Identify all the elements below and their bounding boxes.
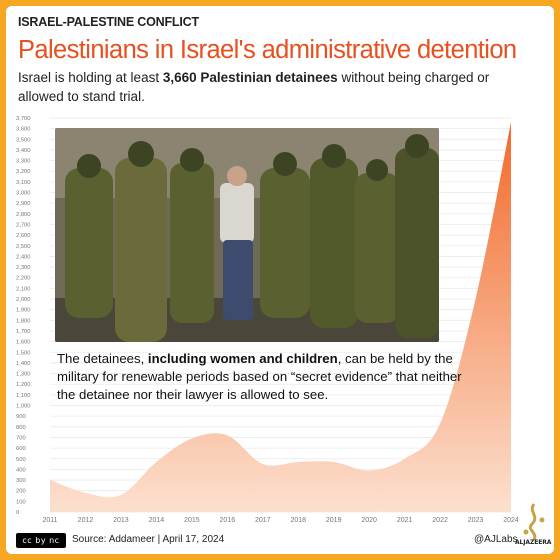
x-tick-label: 2012 xyxy=(78,517,94,524)
aljazeera-logo-icon xyxy=(523,503,545,541)
x-tick-label: 2020 xyxy=(361,517,377,524)
annotation-part-1: The detainees, xyxy=(57,351,148,366)
y-tick-label: 800 xyxy=(16,425,26,431)
y-tick-label: 2,800 xyxy=(16,212,31,218)
photo-illustration xyxy=(55,128,439,342)
y-tick-label: 1,200 xyxy=(16,382,31,388)
source-label: Source: xyxy=(72,534,107,545)
y-tick-label: 300 xyxy=(16,478,26,484)
x-tick-label: 2011 xyxy=(42,517,57,524)
annotation-text: The detainees, including women and child… xyxy=(57,350,477,404)
soldiers-photo xyxy=(55,128,439,342)
y-tick-label: 2,500 xyxy=(16,244,31,250)
y-tick-label: 3,000 xyxy=(16,191,31,197)
source-name: Addameer xyxy=(108,534,155,545)
y-tick-label: 2,600 xyxy=(16,233,31,239)
source-credit: Source: Addameer | April 17, 2024 xyxy=(72,534,225,545)
y-tick-label: 1,700 xyxy=(16,329,31,335)
y-tick-label: 3,200 xyxy=(16,169,31,175)
subtitle-text: Israel is holding at least xyxy=(18,70,163,85)
x-tick-label: 2013 xyxy=(113,517,129,524)
infographic-card: 0 100 200 300 400 500 600 700 800 900 1,000 1,100 1,… xyxy=(6,6,554,554)
annotation-part-2: , can be held by the military for renewa… xyxy=(57,351,462,402)
creative-commons-badge: cc by nc xyxy=(16,533,66,548)
page-title: Palestinians in Israel's administrative … xyxy=(18,36,517,64)
y-tick-label: 2,700 xyxy=(16,222,31,228)
area-series xyxy=(50,122,511,512)
y-tick-label: 0 xyxy=(16,510,19,516)
y-tick-label: 2,300 xyxy=(16,265,31,271)
x-tick-label: 2015 xyxy=(184,517,200,524)
y-tick-label: 1,100 xyxy=(16,393,31,399)
annotation-highlight: including women and children xyxy=(147,351,338,366)
y-tick-label: 500 xyxy=(16,457,26,463)
y-tick-label: 2,200 xyxy=(16,276,31,282)
x-tick-label: 2019 xyxy=(326,517,342,524)
y-tick-label: 3,500 xyxy=(16,137,31,143)
y-tick-label: 3,700 xyxy=(16,116,31,122)
y-tick-label: 1,300 xyxy=(16,372,31,378)
kicker-label: ISRAEL-PALESTINE CONFLICT xyxy=(18,15,199,29)
y-tick-label: 900 xyxy=(16,414,26,420)
publish-date: April 17, 2024 xyxy=(162,534,225,545)
x-tick-label: 2017 xyxy=(255,517,271,524)
y-tick-label: 2,000 xyxy=(16,297,31,303)
x-tick-label: 2024 xyxy=(503,517,519,524)
y-tick-label: 1,500 xyxy=(16,350,31,356)
y-tick-label: 1,600 xyxy=(16,340,31,346)
x-tick-label: 2018 xyxy=(290,517,306,524)
x-tick-label: 2016 xyxy=(220,517,236,524)
y-tick-label: 3,400 xyxy=(16,148,31,154)
social-handle: @AJLabs xyxy=(474,534,518,545)
y-tick-label: 2,400 xyxy=(16,254,31,260)
x-tick-label: 2022 xyxy=(432,517,448,524)
x-tick-label: 2023 xyxy=(468,517,484,524)
y-tick-label: 2,100 xyxy=(16,286,31,292)
subtitle-highlight: 3,660 Palestinian detainees xyxy=(162,70,338,85)
x-tick-label: 2014 xyxy=(149,517,165,524)
y-tick-label: 1,900 xyxy=(16,308,31,314)
y-tick-label: 1,400 xyxy=(16,361,31,367)
y-tick-label: 600 xyxy=(16,446,26,452)
subtitle: Israel is holding at least 3,660 Palesti… xyxy=(18,68,518,106)
aljazeera-wordmark: ALJAZEERA xyxy=(515,539,552,546)
y-tick-label: 3,600 xyxy=(16,127,31,133)
y-tick-label: 400 xyxy=(16,467,26,473)
y-tick-label: 200 xyxy=(16,489,26,495)
y-tick-label: 2,900 xyxy=(16,201,31,207)
y-tick-label: 3,300 xyxy=(16,159,31,165)
y-tick-label: 3,100 xyxy=(16,180,31,186)
y-tick-label: 100 xyxy=(16,499,26,505)
subtitle-text-end: without being charged or allowed to stan… xyxy=(18,70,490,104)
y-tick-label: 1,800 xyxy=(16,318,31,324)
footer: cc by nc Source: Addameer | April 17, 20… xyxy=(6,503,554,554)
x-tick-label: 2021 xyxy=(397,517,413,524)
y-tick-label: 700 xyxy=(16,435,26,441)
y-tick-label: 1,000 xyxy=(16,404,31,410)
